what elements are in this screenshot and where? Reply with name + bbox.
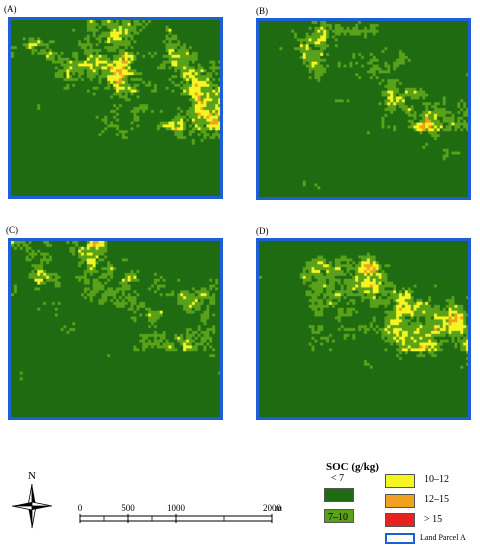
map-panel-a	[8, 17, 223, 199]
scale-tick-label: 2000	[263, 503, 282, 513]
legend-swatch-parcel	[385, 533, 415, 544]
panel-label-a: (A)	[4, 4, 17, 14]
map-panel-c	[8, 238, 223, 420]
legend-swatch-7-10	[324, 509, 354, 523]
north-arrow-icon: N	[11, 470, 53, 529]
legend-swatch-lt7	[324, 488, 354, 502]
map-panel-d	[256, 238, 471, 420]
scale-unit: m	[275, 503, 282, 513]
panel-label-b: (B)	[256, 6, 268, 16]
scale-tick-label: 1000	[167, 503, 186, 513]
scale-tick-label: 0	[78, 503, 83, 513]
legend-title: SOC (g/kg)	[326, 461, 379, 473]
map-panel-b	[256, 18, 471, 200]
legend-swatch-10-12	[385, 474, 415, 488]
legend-label-10-12: 10–12	[424, 474, 449, 485]
panel-label-d: (D)	[256, 226, 269, 236]
legend-label-parcel: Land Parcel A	[420, 533, 466, 542]
legend-label-gt15: > 15	[424, 514, 443, 525]
panel-label-c: (C)	[6, 225, 18, 235]
legend-label-lt7: < 7	[331, 473, 345, 484]
north-label: N	[28, 470, 36, 482]
legend-swatch-12-15	[385, 494, 415, 508]
legend-swatch-gt15	[385, 513, 415, 527]
legend-label-7-10: 7–10	[328, 512, 348, 523]
scale-tick-label: 500	[121, 503, 135, 513]
scale-bar: 0 500 1000 2000 m	[78, 503, 282, 523]
legend-label-12-15: 12–15	[424, 494, 449, 505]
